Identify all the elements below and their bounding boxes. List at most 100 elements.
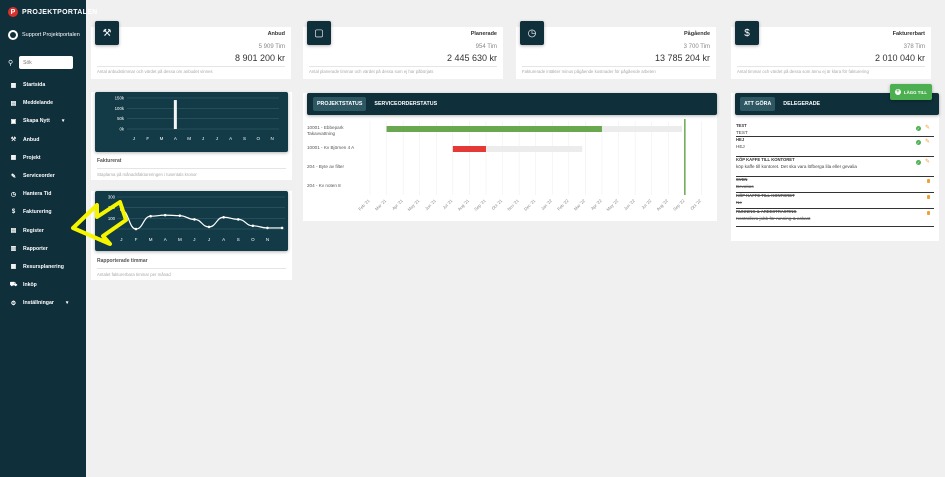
todo-title: TEST xyxy=(736,123,747,128)
data-point xyxy=(120,208,123,212)
sidebar-item-hantera-tid[interactable]: ◷ Hantera Tid xyxy=(0,185,86,203)
tab-att-gora[interactable]: ATT GÖRA xyxy=(740,97,776,111)
x-tick-label: F xyxy=(135,237,138,242)
search-input[interactable] xyxy=(19,56,74,69)
x-tick-label: N xyxy=(266,237,269,242)
sidebar-item-label: Hantera Tid xyxy=(23,191,52,198)
check-icon[interactable]: ✓ xyxy=(915,139,921,145)
sidebar-item-inköp[interactable]: ⛟ Inköp xyxy=(0,276,86,294)
divider xyxy=(522,66,710,67)
sidebar-item-label: Startsida xyxy=(23,82,46,89)
invoiced-bar-chart: 150k 100k 50k 0k J F M A M J J A S O N xyxy=(115,96,279,141)
sidebar-item-inställningar[interactable]: ⚙ Inställningar ▾ xyxy=(0,294,86,312)
stat-card-anbud[interactable]: ⚒ Anbud 5 909 Tim 8 901 200 kr Antal anbudst… xyxy=(91,21,291,79)
todo-actions xyxy=(927,179,930,183)
data-point xyxy=(149,214,152,218)
invoiced-card: 150k 100k 50k 0k J F M A M J J A S O N Fakturerat Stap… xyxy=(91,92,292,180)
report-icon: ▥ xyxy=(10,246,17,253)
sidebar-item-startsida[interactable]: ▦ Startsida xyxy=(0,76,86,94)
x-tick-label: Apr '21 xyxy=(391,198,404,211)
y-tick-label: 150k xyxy=(115,96,125,101)
x-tick-label: Feb '21 xyxy=(357,198,371,212)
pencil-icon[interactable]: ✎ xyxy=(924,125,930,131)
lock-icon xyxy=(927,179,930,183)
gantt-task-label[interactable]: 10001 - Kv Björnen 4 A xyxy=(307,145,355,150)
clock-icon: ◷ xyxy=(520,21,544,45)
sidebar-item-projekt[interactable]: ▦ Projekt xyxy=(0,149,86,167)
sidebar-item-anbud[interactable]: ⚒ Anbud xyxy=(0,131,86,149)
x-tick-label: Jun '22 xyxy=(623,198,636,211)
todo-item[interactable]: SVEN Bevakas xyxy=(736,177,934,193)
check-icon[interactable]: ✓ xyxy=(915,159,921,165)
data-point xyxy=(251,224,255,228)
x-tick-label: May '21 xyxy=(407,198,421,212)
sidebar-item-skapa-nytt[interactable]: ▣ Skapa Nytt ▾ xyxy=(0,112,86,130)
brand[interactable]: P PROJEKTPORTALEN xyxy=(8,7,98,17)
sidebar-item-register[interactable]: ▤ Register xyxy=(0,222,86,240)
stat-value: 2 445 630 kr xyxy=(446,53,497,63)
tab-delegerade[interactable]: DELEGERADE xyxy=(783,101,821,107)
stat-card-fakturerbart[interactable]: $ Fakturerbart 378 Tim 2 010 040 kr Antal ti… xyxy=(731,21,931,79)
gantt-bar-track xyxy=(452,146,583,152)
check-icon[interactable]: ✓ xyxy=(915,125,921,131)
data-point xyxy=(236,218,240,221)
project-icon: ▦ xyxy=(10,155,17,162)
y-tick-label: 0k xyxy=(119,127,124,132)
data-point xyxy=(280,226,284,230)
sidebar-item-label: Resursplanering xyxy=(23,263,64,270)
hours-desc: Antalet fakturerbara timmar per månad xyxy=(97,272,171,277)
todo-actions: ✓ ✎ xyxy=(915,139,930,145)
sidebar-item-resursplanering[interactable]: ▦ Resursplanering xyxy=(0,258,86,276)
tab-serviceorderstatus[interactable]: SERVICEORDERSTATUS xyxy=(374,101,438,107)
todo-item[interactable]: KÖP KAFFE TILL KONTORET Ne xyxy=(736,193,934,209)
x-tick-label: Jul '22 xyxy=(640,198,652,210)
sidebar-item-fakturering[interactable]: $ Fakturering xyxy=(0,203,86,221)
x-tick-label: Aug '21 xyxy=(457,198,471,212)
gantt-task-label[interactable]: 10001 - Ebbepark Takavvattning xyxy=(307,125,344,136)
stat-card-pagaende[interactable]: ◷ Pågående 3 700 Tim 13 785 204 kr Fakturera… xyxy=(516,21,716,79)
add-todo-label: LÄGG TILL xyxy=(903,89,928,95)
grid-icon: ▦ xyxy=(10,82,17,89)
divider xyxy=(309,66,497,67)
gantt-task-label[interactable]: 204 - Byte av filter xyxy=(307,164,345,169)
todo-title: HEJ xyxy=(736,137,745,142)
pencil-icon[interactable]: ✎ xyxy=(924,159,930,165)
calendar-icon: ▢ xyxy=(307,21,331,45)
sidebar-nav: ▦ Startsida ▤ Meddelande ▣ Skapa Nytt ▾ ⚒ Anbud ▦… xyxy=(0,76,86,312)
todo-item[interactable]: RUNNING & AREESTRASTING Kontrollera jobb … xyxy=(736,209,934,227)
todo-item[interactable]: KÖP KAFFE TILL KONTORET köp kaffe till ko… xyxy=(736,157,934,177)
x-tick-label: N xyxy=(270,136,273,141)
todo-title: RUNNING & AREESTRASTING xyxy=(736,209,797,214)
x-tick-label: May '22 xyxy=(605,198,619,212)
sidebar-item-serviceorder[interactable]: ✎ Serviceorder xyxy=(0,167,86,185)
stat-value: 8 901 200 kr xyxy=(234,53,285,63)
search-bar: ⚲ xyxy=(8,56,74,69)
pencil-icon[interactable]: ✎ xyxy=(924,139,930,145)
project-status-card: PROJEKTSTATUS SERVICEORDERSTATUS 10001 -… xyxy=(303,93,717,221)
add-todo-button[interactable]: + LÄGG TILL xyxy=(890,84,932,100)
sidebar-item-label: Projekt xyxy=(23,154,41,161)
gavel-icon: ⚒ xyxy=(95,21,119,45)
gantt-bar[interactable] xyxy=(452,146,486,152)
x-tick-label: Jun '21 xyxy=(424,198,437,211)
wrench-icon: ✎ xyxy=(10,173,17,180)
user-profile[interactable]: Support Projektportalen xyxy=(8,30,80,40)
gantt-task-label[interactable]: 204 - Kv noten 8 xyxy=(307,183,341,188)
todo-item[interactable]: TEST TEST ✓ ✎ xyxy=(736,123,934,137)
sidebar-item-meddelande[interactable]: ▤ Meddelande xyxy=(0,94,86,112)
sidebar-item-label: Serviceorder xyxy=(23,173,55,180)
tab-projektstatus[interactable]: PROJEKTSTATUS xyxy=(313,97,367,111)
stat-card-planerade[interactable]: ▢ Planerade 954 Tim 2 445 630 kr Antal plane… xyxy=(303,21,503,79)
divider xyxy=(97,168,286,169)
x-tick-label: M xyxy=(149,237,153,242)
todo-card: ATT GÖRA DELEGERADE TEST TEST ✓ ✎ HEJ HEJ ✓ ✎ KÖ… xyxy=(731,93,939,241)
stat-value: 2 010 040 kr xyxy=(874,53,925,63)
todo-item[interactable]: HEJ HEJ ✓ ✎ xyxy=(736,137,934,157)
x-tick-label: J xyxy=(193,237,195,242)
gantt-chart: Feb '21 Mar '21 Apr '21 May '21 Jun '21 Jul '… xyxy=(357,119,703,212)
invoiced-desc: Staplarna på månadsfaktureringen i tusen… xyxy=(97,172,197,177)
x-tick-label: S xyxy=(243,136,246,141)
gantt-bar[interactable] xyxy=(386,126,602,132)
sidebar-item-rapporter[interactable]: ▥ Rapporter xyxy=(0,240,86,258)
stat-description: Fakturerade intäkter minus pågående kost… xyxy=(522,69,656,74)
